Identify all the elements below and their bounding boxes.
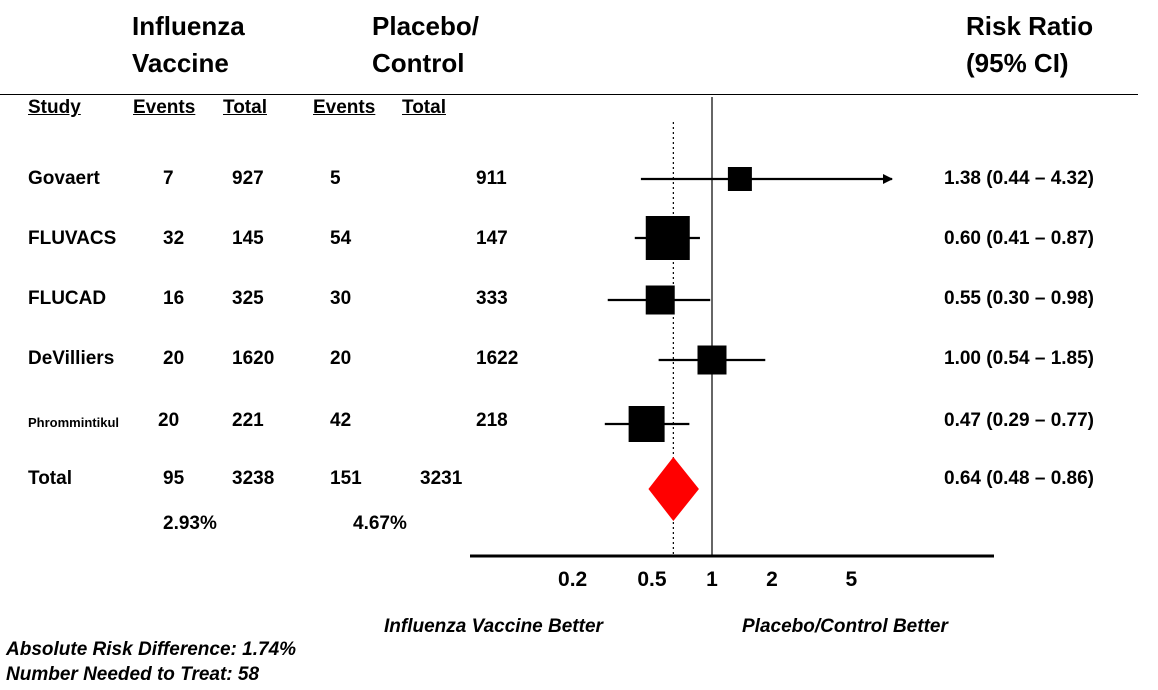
ctl-total: 218: [476, 410, 508, 431]
vac-total: 1620: [232, 348, 275, 369]
vac-events: 16: [163, 288, 185, 309]
study-name: Phrommintikul: [28, 415, 120, 430]
vac-event-rate: 2.93%: [163, 513, 217, 534]
ctl-total: 1622: [476, 348, 519, 369]
risk-ratio-header-line1: Risk Ratio: [966, 11, 1094, 41]
control-header-line1: Placebo/: [372, 11, 479, 41]
ctl-events: 5: [330, 168, 341, 189]
study-name: FLUCAD: [28, 288, 107, 309]
control-header-line2: Control: [372, 48, 465, 78]
favors-control-label: Placebo/Control Better: [742, 616, 948, 637]
study-name: Govaert: [28, 168, 100, 189]
risk-ratio-value: 1.00 (0.54 – 1.85): [944, 348, 1094, 369]
vaccine-header-line2: Vaccine: [132, 48, 229, 78]
risk-ratio-value: 0.55 (0.30 – 0.98): [944, 288, 1094, 309]
col-vac-events: Events: [133, 97, 196, 118]
favors-vaccine-label: Influenza Vaccine Better: [384, 616, 603, 637]
ctl-events: 20: [330, 348, 352, 369]
ctl-event-rate: 4.67%: [353, 513, 407, 534]
number-needed-to-treat: Number Needed to Treat: 58: [6, 664, 260, 685]
vac-events: 20: [163, 348, 185, 369]
ctl-events: 30: [330, 288, 352, 309]
vac-total: 927: [232, 168, 264, 189]
x-tick-label: 0.2: [558, 568, 588, 591]
study-marks: [604, 167, 893, 442]
study-name: DeVilliers: [28, 348, 115, 369]
total-ctl-total: 3231: [420, 468, 463, 489]
ctl-events: 42: [330, 410, 352, 431]
vac-total: 325: [232, 288, 264, 309]
study-name: FLUVACS: [28, 228, 117, 249]
vac-events: 7: [163, 168, 174, 189]
vac-events: 20: [158, 410, 180, 431]
ctl-total: 911: [476, 168, 507, 189]
x-tick-label: 0.5: [637, 568, 667, 591]
vaccine-header-line1: Influenza: [132, 11, 245, 41]
point-estimate-phrommintikul: [628, 406, 665, 442]
total-vac-total: 3238: [232, 468, 275, 489]
total-label: Total: [28, 468, 72, 489]
point-estimate-devilliers: [697, 345, 727, 375]
point-estimate-govaert: [727, 167, 752, 191]
x-tick-label: 2: [766, 568, 778, 591]
point-estimate-fluvacs: [645, 216, 690, 260]
vac-total: 145: [232, 228, 264, 249]
col-ctl-events: Events: [313, 97, 376, 118]
x-tick-label: 1: [706, 568, 718, 591]
risk-ratio-value: 0.47 (0.29 – 0.77): [944, 410, 1094, 431]
vac-total: 221: [232, 410, 264, 431]
risk-ratio-header-line2: (95% CI): [966, 48, 1069, 78]
risk-ratio-value: 1.38 (0.44 – 4.32): [944, 168, 1094, 189]
ctl-total: 147: [476, 228, 508, 249]
pooled-estimate-diamond: [648, 457, 699, 521]
header-rule: [0, 94, 1138, 95]
point-estimate-flucad: [645, 285, 675, 315]
ctl-total: 333: [476, 288, 508, 309]
total-risk-ratio-value: 0.64 (0.48 – 0.86): [944, 468, 1094, 489]
vac-events: 32: [163, 228, 185, 249]
col-vac-total: Total: [223, 97, 267, 118]
total-vac-events: 95: [163, 468, 185, 489]
total-ctl-events: 151: [330, 468, 362, 489]
risk-ratio-value: 0.60 (0.41 – 0.87): [944, 228, 1094, 249]
x-tick-label: 5: [845, 568, 858, 591]
col-ctl-total: Total: [402, 97, 446, 118]
col-study: Study: [28, 97, 81, 118]
ctl-events: 54: [330, 228, 352, 249]
absolute-risk-difference: Absolute Risk Difference: 1.74%: [6, 639, 297, 660]
